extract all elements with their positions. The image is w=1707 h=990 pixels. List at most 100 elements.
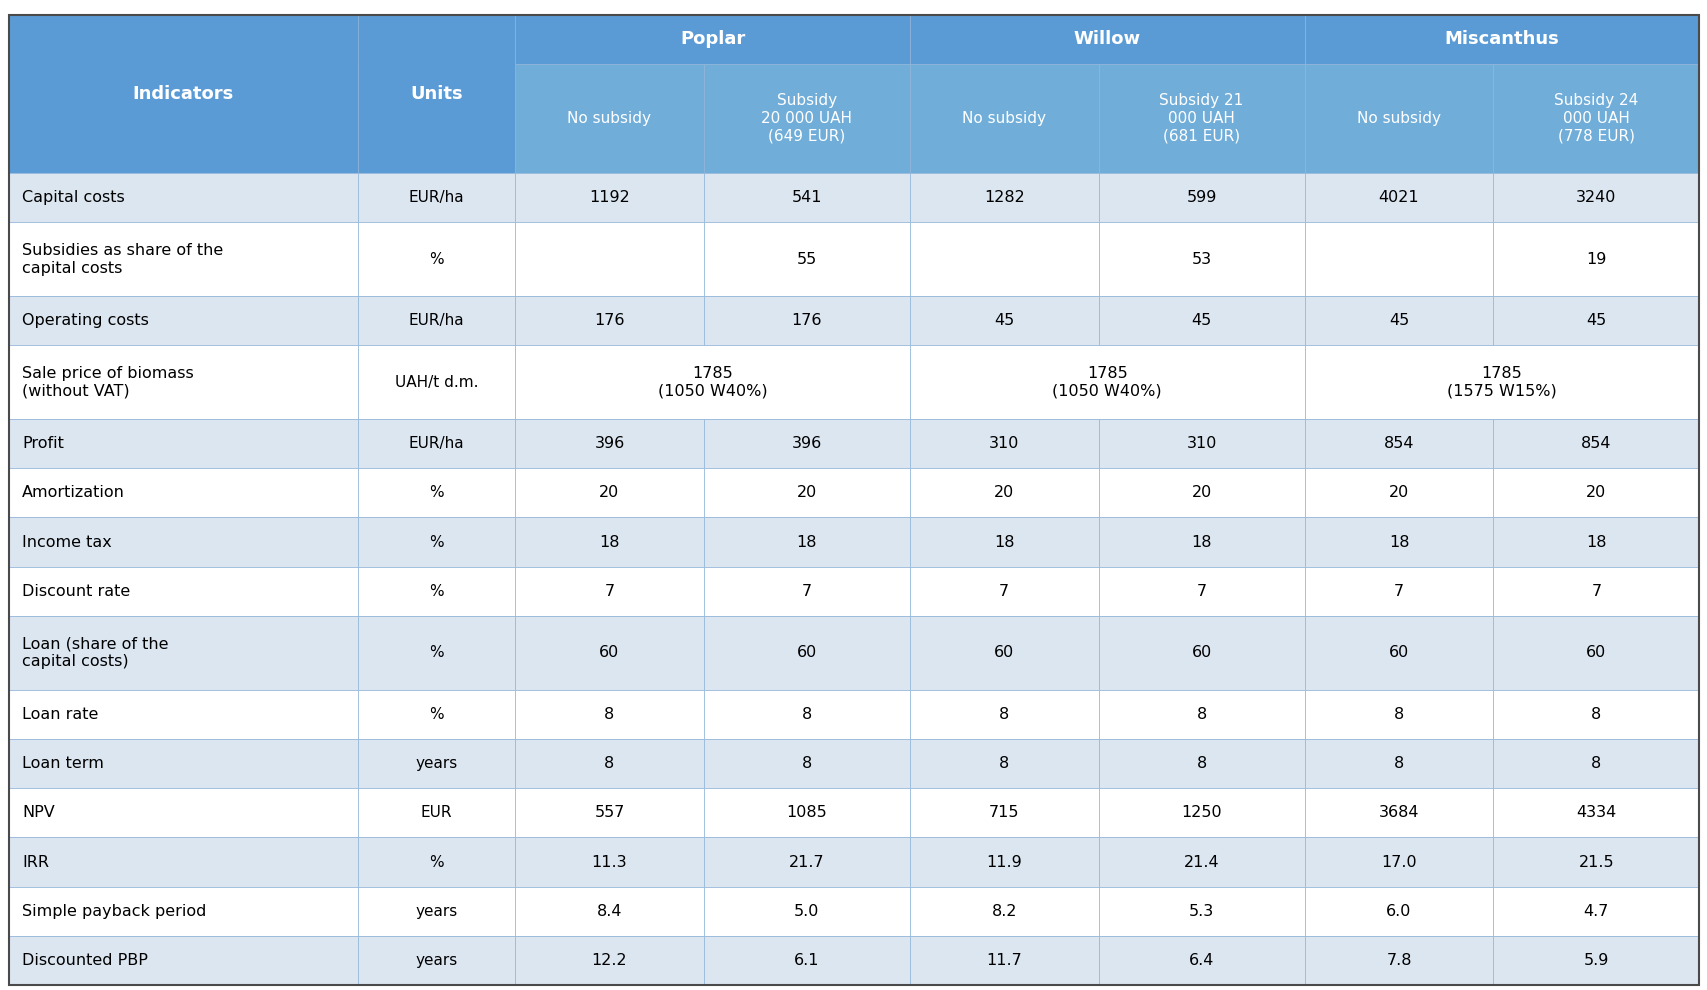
- Bar: [703, 936, 910, 985]
- Text: Discounted PBP: Discounted PBP: [22, 953, 149, 968]
- Bar: [1098, 838, 1304, 887]
- Text: 4.7: 4.7: [1582, 904, 1608, 919]
- Bar: [9, 346, 358, 419]
- Text: EUR/ha: EUR/ha: [408, 437, 464, 451]
- Bar: [1304, 419, 1492, 468]
- Text: 21.5: 21.5: [1577, 854, 1613, 869]
- Text: 8.4: 8.4: [596, 904, 621, 919]
- Bar: [358, 739, 516, 788]
- Text: years: years: [415, 953, 457, 968]
- Bar: [516, 468, 703, 518]
- Text: 5.9: 5.9: [1582, 953, 1608, 968]
- Text: %: %: [428, 707, 444, 722]
- Text: No subsidy: No subsidy: [1357, 111, 1441, 126]
- Text: UAH/t d.m.: UAH/t d.m.: [394, 374, 478, 390]
- Text: 18: 18: [993, 535, 1014, 549]
- Bar: [1304, 739, 1492, 788]
- Text: 20: 20: [795, 485, 816, 500]
- Bar: [516, 739, 703, 788]
- Bar: [703, 222, 910, 296]
- Text: 60: 60: [993, 645, 1014, 660]
- Bar: [1304, 690, 1492, 739]
- Bar: [703, 739, 910, 788]
- Text: 1785
(1575 W15%): 1785 (1575 W15%): [1446, 365, 1557, 399]
- Text: 60: 60: [599, 645, 620, 660]
- Bar: [516, 222, 703, 296]
- Text: 3240: 3240: [1576, 190, 1615, 205]
- Bar: [1304, 616, 1492, 690]
- Bar: [1098, 296, 1304, 346]
- Bar: [1304, 15, 1698, 64]
- Text: 53: 53: [1191, 251, 1210, 266]
- Bar: [358, 690, 516, 739]
- Bar: [1492, 222, 1698, 296]
- Bar: [9, 518, 358, 566]
- Bar: [703, 296, 910, 346]
- Bar: [358, 346, 516, 419]
- Bar: [358, 838, 516, 887]
- Text: 7: 7: [604, 584, 615, 599]
- Bar: [1304, 64, 1492, 173]
- Bar: [358, 419, 516, 468]
- Bar: [1098, 739, 1304, 788]
- Bar: [358, 566, 516, 616]
- Bar: [516, 346, 910, 419]
- Bar: [9, 15, 358, 64]
- Text: 45: 45: [993, 313, 1014, 328]
- Bar: [9, 690, 358, 739]
- Text: 7: 7: [999, 584, 1009, 599]
- Text: Discount rate: Discount rate: [22, 584, 130, 599]
- Text: 854: 854: [1383, 437, 1413, 451]
- Bar: [1492, 788, 1698, 838]
- Text: 1085: 1085: [785, 805, 826, 821]
- Text: 7.8: 7.8: [1386, 953, 1412, 968]
- Bar: [516, 838, 703, 887]
- Text: EUR: EUR: [420, 805, 452, 821]
- Text: 8: 8: [999, 756, 1009, 771]
- Bar: [9, 173, 358, 222]
- Text: %: %: [428, 251, 444, 266]
- Text: Capital costs: Capital costs: [22, 190, 125, 205]
- Bar: [358, 15, 516, 64]
- Text: 20: 20: [1586, 485, 1606, 500]
- Bar: [910, 739, 1098, 788]
- Bar: [1304, 346, 1698, 419]
- Text: Miscanthus: Miscanthus: [1444, 31, 1558, 49]
- Text: IRR: IRR: [22, 854, 50, 869]
- Text: 8: 8: [801, 756, 811, 771]
- Text: 11.7: 11.7: [985, 953, 1021, 968]
- Bar: [1098, 887, 1304, 936]
- Bar: [910, 346, 1304, 419]
- Text: 1785
(1050 W40%): 1785 (1050 W40%): [657, 365, 766, 399]
- Bar: [516, 419, 703, 468]
- Bar: [1492, 566, 1698, 616]
- Text: 396: 396: [594, 437, 625, 451]
- Text: 541: 541: [790, 190, 821, 205]
- Text: Income tax: Income tax: [22, 535, 113, 549]
- Bar: [358, 518, 516, 566]
- Text: 1785
(1050 W40%): 1785 (1050 W40%): [1052, 365, 1161, 399]
- Text: 715: 715: [988, 805, 1019, 821]
- Bar: [9, 222, 358, 296]
- Text: 19: 19: [1586, 251, 1606, 266]
- Bar: [516, 616, 703, 690]
- Text: 8: 8: [1393, 707, 1403, 722]
- Bar: [703, 64, 910, 173]
- Text: 60: 60: [1586, 645, 1606, 660]
- Bar: [910, 468, 1098, 518]
- Text: 310: 310: [1186, 437, 1215, 451]
- Bar: [910, 15, 1304, 64]
- Text: 60: 60: [795, 645, 816, 660]
- Text: 8: 8: [999, 707, 1009, 722]
- Text: 5.3: 5.3: [1188, 904, 1214, 919]
- Text: Operating costs: Operating costs: [22, 313, 149, 328]
- Text: 20: 20: [993, 485, 1014, 500]
- Bar: [1098, 64, 1304, 173]
- Text: No subsidy: No subsidy: [961, 111, 1046, 126]
- Text: 20: 20: [599, 485, 620, 500]
- Bar: [703, 616, 910, 690]
- Text: Subsidy 21
000 UAH
(681 EUR): Subsidy 21 000 UAH (681 EUR): [1159, 93, 1243, 144]
- Text: 45: 45: [1388, 313, 1408, 328]
- Bar: [1098, 222, 1304, 296]
- Text: Amortization: Amortization: [22, 485, 125, 500]
